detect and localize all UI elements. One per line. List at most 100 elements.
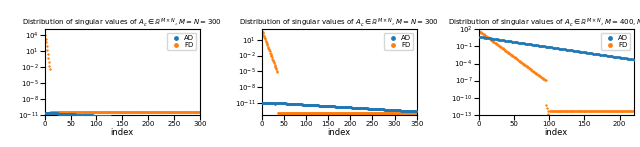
AD [504, 40, 514, 42]
FD [408, 112, 419, 114]
AD [486, 37, 496, 40]
AD [563, 49, 573, 51]
AD [67, 113, 77, 116]
AD [611, 56, 621, 58]
AD [369, 108, 379, 110]
FD [369, 112, 380, 114]
AD [610, 56, 620, 58]
FD [514, 59, 524, 62]
FD [54, 111, 64, 113]
FD [159, 111, 170, 113]
FD [335, 112, 345, 114]
AD [89, 114, 99, 117]
AD [95, 115, 106, 117]
FD [109, 111, 120, 113]
AD [375, 108, 385, 110]
FD [596, 110, 606, 112]
AD [503, 40, 513, 42]
FD [60, 111, 70, 113]
AD [165, 119, 175, 121]
AD [519, 42, 529, 45]
AD [566, 49, 577, 52]
FD [113, 111, 123, 113]
FD [595, 110, 605, 112]
AD [580, 51, 590, 54]
AD [120, 116, 131, 118]
AD [176, 119, 186, 122]
FD [508, 55, 518, 57]
AD [45, 112, 56, 114]
FD [398, 112, 408, 114]
FD [475, 30, 485, 33]
FD [612, 110, 623, 112]
FD [606, 110, 616, 112]
FD [352, 112, 362, 114]
AD [594, 53, 604, 56]
AD [145, 118, 156, 120]
AD [338, 106, 348, 108]
AD [397, 110, 408, 112]
FD [355, 112, 365, 114]
FD [159, 111, 169, 113]
AD [365, 107, 375, 110]
FD [372, 112, 383, 114]
AD [398, 110, 408, 112]
FD [401, 112, 411, 114]
AD [52, 112, 62, 115]
FD [303, 112, 314, 114]
AD [79, 114, 89, 116]
FD [617, 110, 627, 112]
FD [410, 112, 420, 114]
FD [570, 110, 580, 112]
FD [480, 34, 490, 36]
AD [628, 58, 639, 61]
AD [186, 120, 196, 122]
FD [119, 111, 129, 113]
FD [474, 30, 484, 32]
FD [405, 112, 415, 114]
FD [174, 111, 184, 113]
FD [359, 112, 369, 114]
FD [552, 110, 562, 112]
FD [44, 61, 54, 63]
AD [259, 102, 269, 104]
AD [85, 114, 95, 117]
FD [543, 113, 554, 115]
FD [108, 111, 118, 113]
AD [351, 107, 362, 109]
AD [393, 109, 403, 112]
AD [340, 106, 350, 108]
FD [263, 45, 273, 48]
AD [84, 114, 94, 116]
FD [66, 111, 76, 113]
AD [330, 105, 340, 108]
FD [621, 110, 632, 112]
AD [557, 48, 567, 50]
AD [536, 45, 546, 47]
AD [388, 109, 398, 111]
AD [401, 110, 411, 112]
FD [72, 111, 82, 113]
FD [186, 111, 196, 113]
AD [175, 119, 185, 122]
AD [51, 112, 61, 115]
FD [108, 111, 118, 113]
AD [381, 108, 391, 111]
AD [93, 115, 104, 117]
FD [121, 111, 131, 113]
FD [67, 111, 77, 113]
AD [122, 116, 132, 119]
AD [260, 102, 270, 104]
AD [83, 114, 93, 116]
AD [44, 112, 54, 114]
FD [260, 37, 270, 39]
AD [292, 103, 302, 105]
AD [95, 115, 105, 117]
AD [121, 116, 131, 119]
AD [354, 107, 364, 109]
FD [565, 110, 575, 112]
AD [358, 107, 369, 109]
AD [321, 105, 331, 107]
FD [93, 111, 104, 113]
FD [259, 35, 269, 37]
